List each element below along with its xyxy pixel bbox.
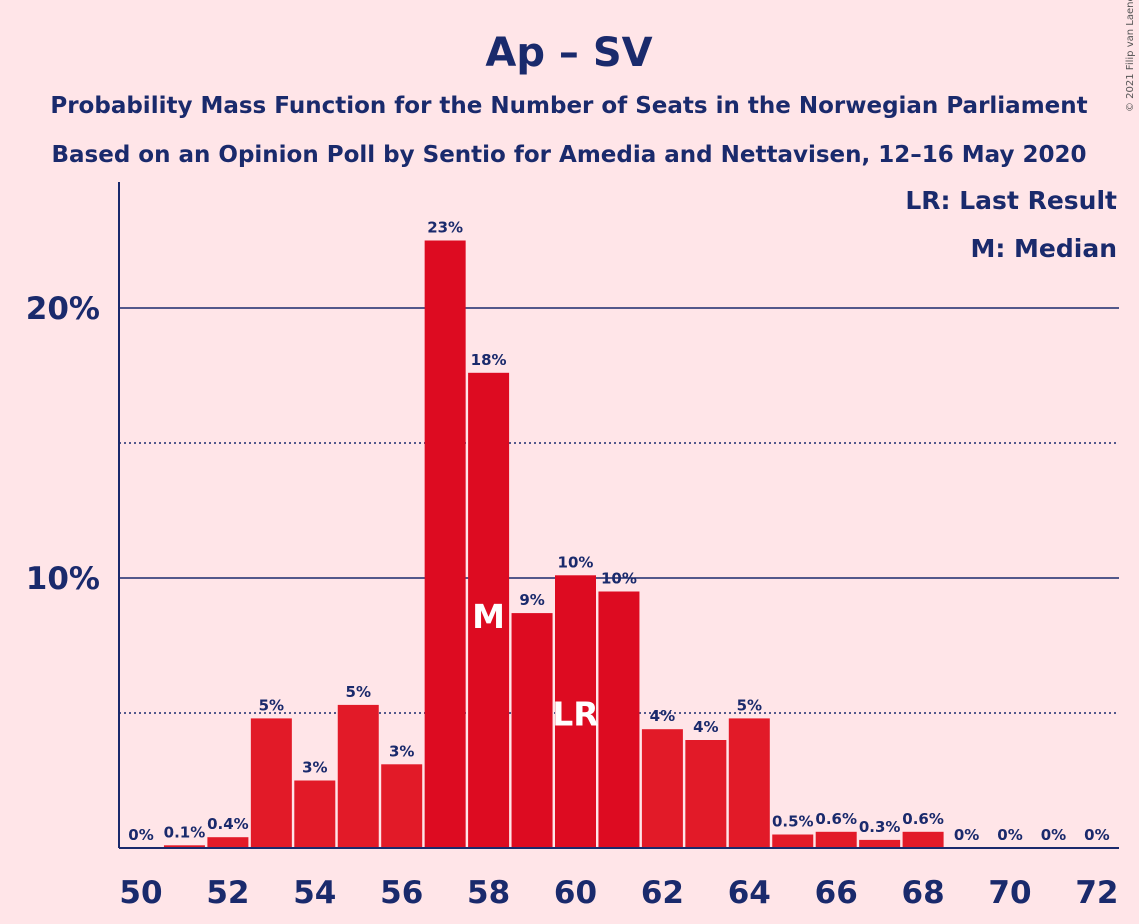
data-label: 0% <box>1084 826 1109 844</box>
x-tick-label: 70 <box>988 875 1031 911</box>
x-tick-label: 68 <box>902 875 945 911</box>
x-tick-label: 56 <box>380 875 423 911</box>
bar <box>772 834 814 848</box>
bar <box>728 718 770 848</box>
bar <box>598 591 640 848</box>
bars-group <box>163 240 944 848</box>
y-tick-label: 20% <box>26 291 100 327</box>
data-label: 0.1% <box>164 823 206 841</box>
bar <box>250 718 292 848</box>
data-label: 10% <box>601 570 637 588</box>
bar <box>381 764 423 848</box>
x-tick-label: 58 <box>467 875 510 911</box>
bar <box>207 837 249 848</box>
data-label: 0% <box>128 826 153 844</box>
y-tick-labels: 10% 20% <box>26 291 100 597</box>
data-label: 0.4% <box>207 815 249 833</box>
data-label: 5% <box>259 696 284 714</box>
data-label: 4% <box>650 707 675 725</box>
bar <box>337 704 379 848</box>
chart-subtitle-line1: Probability Mass Function for the Number… <box>50 93 1087 119</box>
bar <box>163 845 205 848</box>
data-label: 0% <box>954 826 979 844</box>
bar <box>859 839 901 848</box>
data-label: 0.6% <box>902 810 944 828</box>
data-label: 5% <box>737 696 762 714</box>
bar <box>555 575 596 848</box>
chart-title: Ap – SV <box>485 30 652 76</box>
data-label: 9% <box>519 591 544 609</box>
chart-subtitle-line2: Based on an Opinion Poll by Sentio for A… <box>52 142 1087 168</box>
data-label: 3% <box>302 759 327 777</box>
y-tick-label: 10% <box>26 561 100 597</box>
bar <box>294 780 336 848</box>
data-label: 0.5% <box>772 813 814 831</box>
bar <box>468 372 510 848</box>
data-label: 23% <box>427 219 463 237</box>
bar <box>685 740 727 848</box>
data-label: 18% <box>471 351 507 369</box>
median-marker: M <box>472 597 505 636</box>
x-tick-label: 54 <box>293 875 336 911</box>
x-tick-labels: 50 52 54 56 58 60 62 64 66 68 70 72 <box>119 875 1118 911</box>
x-tick-label: 60 <box>554 875 597 911</box>
x-tick-label: 62 <box>641 875 684 911</box>
data-label: 0% <box>1041 826 1066 844</box>
data-label: 4% <box>693 718 718 736</box>
bar <box>424 240 466 848</box>
data-labels-group: 0% 0.1% 0.4% 5% 3% 5% 3% 23% 18% 9% 10% 10% 4% 4% 5% 0.… <box>128 219 1109 845</box>
bar <box>511 613 553 848</box>
legend-last-result: LR: Last Result <box>905 186 1117 215</box>
x-tick-label: 66 <box>815 875 858 911</box>
data-label: 0.6% <box>815 810 857 828</box>
data-label: 0% <box>997 826 1022 844</box>
data-label: 10% <box>558 553 594 571</box>
last-result-marker: LR <box>552 694 598 733</box>
bar <box>641 729 683 848</box>
legend-median: M: Median <box>970 234 1117 263</box>
x-tick-label: 64 <box>728 875 771 911</box>
x-tick-label: 52 <box>206 875 249 911</box>
data-label: 3% <box>389 742 414 760</box>
x-tick-label: 72 <box>1075 875 1118 911</box>
bar <box>815 831 857 848</box>
x-tick-label: 50 <box>119 875 162 911</box>
copyright-notice: © 2021 Filip van Laenen <box>1125 0 1136 112</box>
data-label: 5% <box>346 683 371 701</box>
markers-group: M LR <box>472 597 599 734</box>
data-label: 0.3% <box>859 818 901 836</box>
bar <box>902 831 944 848</box>
